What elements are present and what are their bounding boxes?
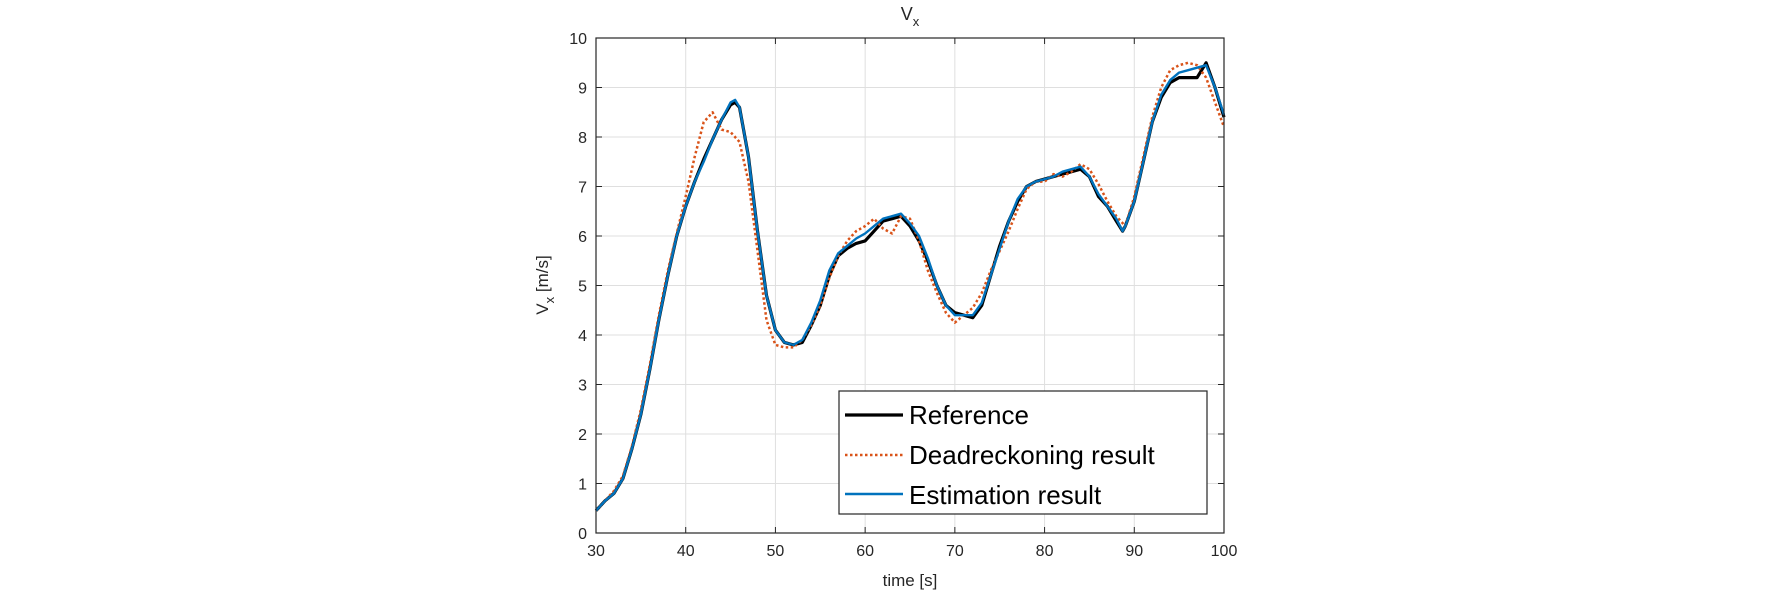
y-axis-label-subscript: x bbox=[542, 296, 557, 303]
x-tick-label: 30 bbox=[587, 543, 605, 560]
y-axis-label-unit: [m/s] bbox=[533, 255, 552, 297]
y-tick-label: 10 bbox=[569, 31, 587, 48]
x-tick-label: 80 bbox=[1036, 543, 1054, 560]
tick-marks bbox=[595, 37, 1225, 534]
y-axis-label: Vx [m/s] bbox=[533, 255, 557, 314]
y-axis-label-main: V bbox=[533, 303, 552, 315]
y-tick-label: 3 bbox=[578, 378, 587, 395]
tick-labels: 30 40 50 60 70 80 90 100 0 1 2 3 4 5 6 7 8 9 10 bbox=[569, 31, 1237, 560]
series-layer bbox=[594, 61, 1226, 512]
y-tick-label: 1 bbox=[578, 477, 587, 494]
x-tick-label: 70 bbox=[946, 543, 964, 560]
y-tick-label: 2 bbox=[578, 427, 587, 444]
x-tick-label: 100 bbox=[1211, 543, 1238, 560]
x-tick-label: 90 bbox=[1125, 543, 1143, 560]
chart-title-subscript: x bbox=[913, 14, 920, 29]
y-tick-label: 6 bbox=[578, 229, 587, 246]
x-tick-label: 50 bbox=[767, 543, 785, 560]
chart-title-main: V bbox=[901, 4, 913, 24]
y-tick-label: 5 bbox=[578, 279, 587, 296]
series-line-estimation-result bbox=[595, 63, 1226, 512]
y-tick-label: 9 bbox=[578, 81, 587, 98]
y-tick-label: 8 bbox=[578, 130, 587, 147]
x-axis-label: time [s] bbox=[883, 571, 938, 590]
x-tick-label: 40 bbox=[677, 543, 695, 560]
x-tick-label: 60 bbox=[856, 543, 874, 560]
y-tick-label: 0 bbox=[578, 526, 587, 543]
legend-label-reference: Reference bbox=[909, 400, 1029, 430]
legend-label-deadreckoning: Deadreckoning result bbox=[909, 440, 1155, 470]
series-line-deadreckoning-result bbox=[595, 61, 1226, 512]
y-tick-label: 4 bbox=[578, 328, 587, 345]
y-tick-label: 7 bbox=[578, 180, 587, 197]
legend-label-estimation: Estimation result bbox=[909, 480, 1102, 510]
chart-title: Vx bbox=[901, 4, 920, 29]
legend: Reference Deadreckoning result Estimatio… bbox=[838, 390, 1208, 515]
